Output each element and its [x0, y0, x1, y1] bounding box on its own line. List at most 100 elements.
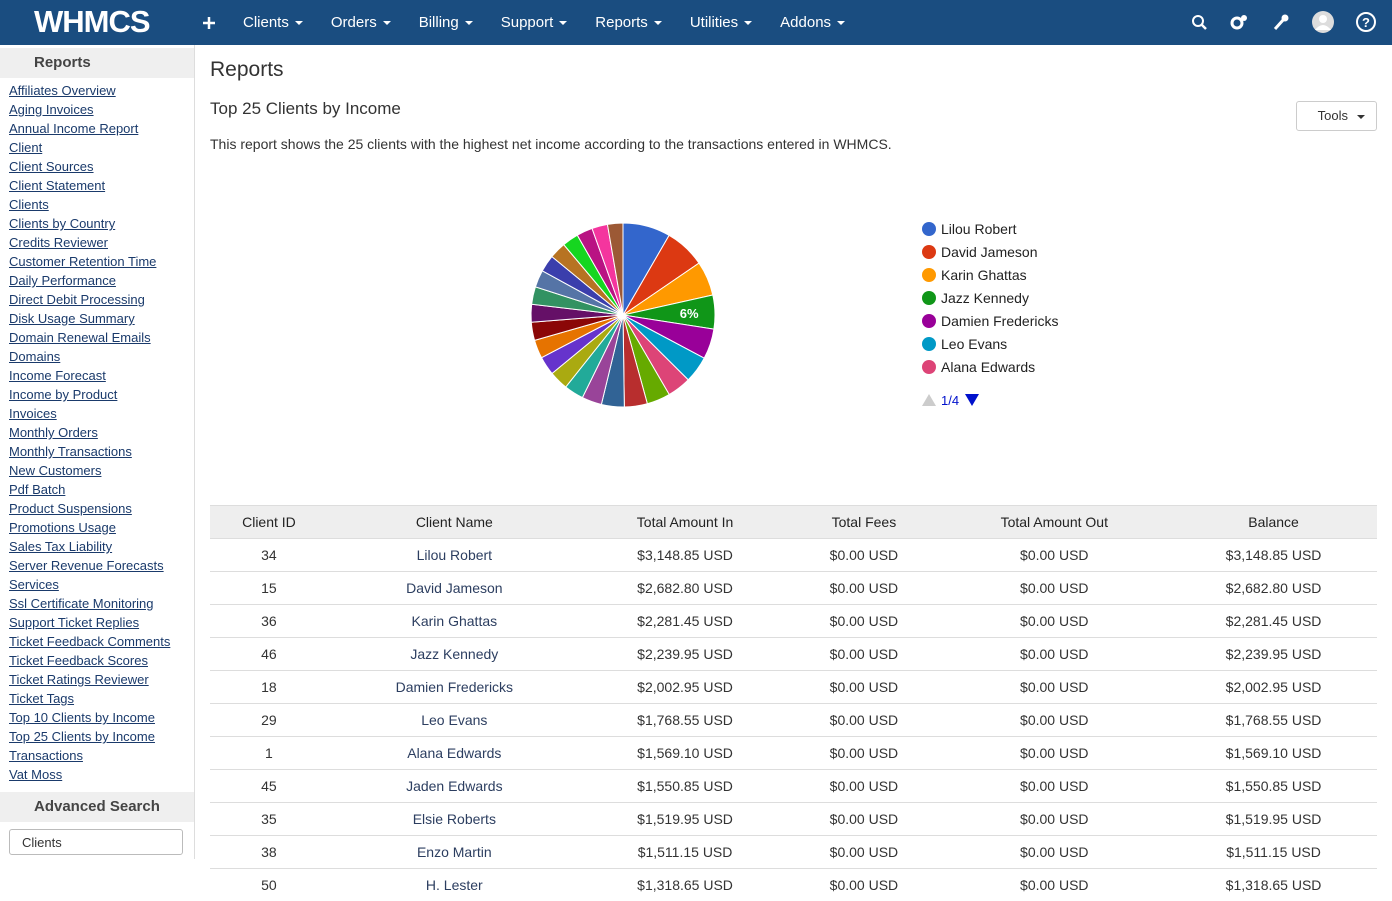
table-cell: $0.00 USD: [939, 539, 1171, 572]
table-cell: $2,682.80 USD: [581, 572, 790, 605]
column-header: Total Amount Out: [939, 506, 1171, 539]
report-link[interactable]: Promotions Usage: [9, 518, 170, 537]
report-link[interactable]: Income by Product: [9, 385, 170, 404]
report-link[interactable]: Transactions: [9, 746, 170, 765]
report-link[interactable]: Product Suspensions: [9, 499, 170, 518]
table-cell: $1,768.55 USD: [1170, 704, 1377, 737]
report-link[interactable]: Client Sources: [9, 157, 170, 176]
menu-item[interactable]: Reports: [580, 14, 675, 31]
report-link[interactable]: Domains: [9, 347, 170, 366]
column-header: Total Fees: [789, 506, 938, 539]
table-cell: $2,281.45 USD: [1170, 605, 1377, 638]
table-cell: $1,519.95 USD: [581, 803, 790, 836]
table-cell: Enzo Martin: [328, 836, 581, 869]
report-link[interactable]: Invoices: [9, 404, 170, 423]
table-cell: $0.00 USD: [939, 605, 1171, 638]
legend-swatch: [922, 245, 936, 259]
table-cell: $0.00 USD: [789, 737, 938, 770]
report-link[interactable]: Credits Reviewer: [9, 233, 170, 252]
table-cell: $2,002.95 USD: [1170, 671, 1377, 704]
table-cell: 36: [210, 605, 328, 638]
menu-item[interactable]: Support: [486, 14, 581, 31]
table-cell: Karin Ghattas: [328, 605, 581, 638]
report-link[interactable]: Ssl Certificate Monitoring: [9, 594, 170, 613]
legend-swatch: [922, 337, 936, 351]
menu-item[interactable]: Clients: [228, 14, 316, 31]
report-link[interactable]: Income Forecast: [9, 366, 170, 385]
search-select[interactable]: Clients: [9, 829, 183, 855]
table-cell: Jaden Edwards: [328, 770, 581, 803]
table-cell: $0.00 USD: [939, 671, 1171, 704]
table-cell: $2,002.95 USD: [581, 671, 790, 704]
report-link[interactable]: Vat Moss: [9, 765, 170, 784]
report-link[interactable]: Client: [9, 138, 170, 157]
report-link[interactable]: Client Statement: [9, 176, 170, 195]
report-link[interactable]: Monthly Transactions: [9, 442, 170, 461]
legend-prev: [922, 394, 936, 406]
sidebar-title: Reports: [0, 48, 194, 78]
report-link[interactable]: Sales Tax Liability: [9, 537, 170, 556]
table-cell: $0.00 USD: [789, 671, 938, 704]
table-cell: 35: [210, 803, 328, 836]
table-cell: $0.00 USD: [939, 836, 1171, 869]
report-link[interactable]: Top 10 Clients by Income: [9, 708, 170, 727]
report-link[interactable]: Server Revenue Forecasts: [9, 556, 170, 575]
report-link[interactable]: Ticket Feedback Scores: [9, 651, 170, 670]
table-cell: H. Lester: [328, 869, 581, 901]
report-link[interactable]: Domain Renewal Emails: [9, 328, 170, 347]
menu-item[interactable]: Addons: [765, 14, 858, 31]
page-title: Reports: [210, 58, 284, 82]
report-link[interactable]: Top 25 Clients by Income: [9, 727, 170, 746]
table-cell: 45: [210, 770, 328, 803]
report-link[interactable]: Direct Debit Processing: [9, 290, 170, 309]
legend-pager: 1/4: [941, 393, 959, 408]
report-link[interactable]: Support Ticket Replies: [9, 613, 170, 632]
report-link[interactable]: Ticket Ratings Reviewer: [9, 670, 170, 689]
report-link[interactable]: Clients by Country: [9, 214, 170, 233]
report-link[interactable]: Customer Retention Time: [9, 252, 170, 271]
report-link[interactable]: Affiliates Overview: [9, 81, 170, 100]
report-link[interactable]: Ticket Tags: [9, 689, 170, 708]
legend-label: Damien Fredericks: [941, 313, 1058, 329]
report-link[interactable]: Aging Invoices: [9, 100, 170, 119]
table-cell: $1,569.10 USD: [1170, 737, 1377, 770]
legend-swatch: [922, 360, 936, 374]
table-cell: $1,511.15 USD: [581, 836, 790, 869]
report-link[interactable]: Annual Income Report: [9, 119, 170, 138]
report-link[interactable]: Pdf Batch: [9, 480, 170, 499]
table-cell: $2,239.95 USD: [1170, 638, 1377, 671]
table-cell: $2,239.95 USD: [581, 638, 790, 671]
table-cell: Lilou Robert: [328, 539, 581, 572]
report-link[interactable]: Daily Performance: [9, 271, 170, 290]
table-cell: $0.00 USD: [789, 572, 938, 605]
report-link[interactable]: Services: [9, 575, 170, 594]
tools-button[interactable]: Tools: [1296, 101, 1377, 131]
table-cell: Leo Evans: [328, 704, 581, 737]
report-link[interactable]: Disk Usage Summary: [9, 309, 170, 328]
table-cell: $1,318.65 USD: [581, 869, 790, 901]
report-link[interactable]: Monthly Orders: [9, 423, 170, 442]
report-link[interactable]: Ticket Feedback Comments: [9, 632, 170, 651]
table-cell: $3,148.85 USD: [1170, 539, 1377, 572]
table-cell: $2,682.80 USD: [1170, 572, 1377, 605]
table-cell: $0.00 USD: [939, 572, 1171, 605]
table-cell: David Jameson: [328, 572, 581, 605]
table-cell: $0.00 USD: [789, 869, 938, 901]
menu-item[interactable]: Orders: [316, 14, 404, 31]
report-link[interactable]: New Customers: [9, 461, 170, 480]
menu-item[interactable]: Utilities: [675, 14, 765, 31]
report-link[interactable]: Clients: [9, 195, 170, 214]
table-cell: 18: [210, 671, 328, 704]
legend-next[interactable]: [965, 394, 979, 406]
table-cell: 15: [210, 572, 328, 605]
menu-item[interactable]: Billing: [404, 14, 486, 31]
report-title: Top 25 Clients by Income: [210, 99, 401, 119]
legend-label: Jazz Kennedy: [941, 290, 1029, 306]
